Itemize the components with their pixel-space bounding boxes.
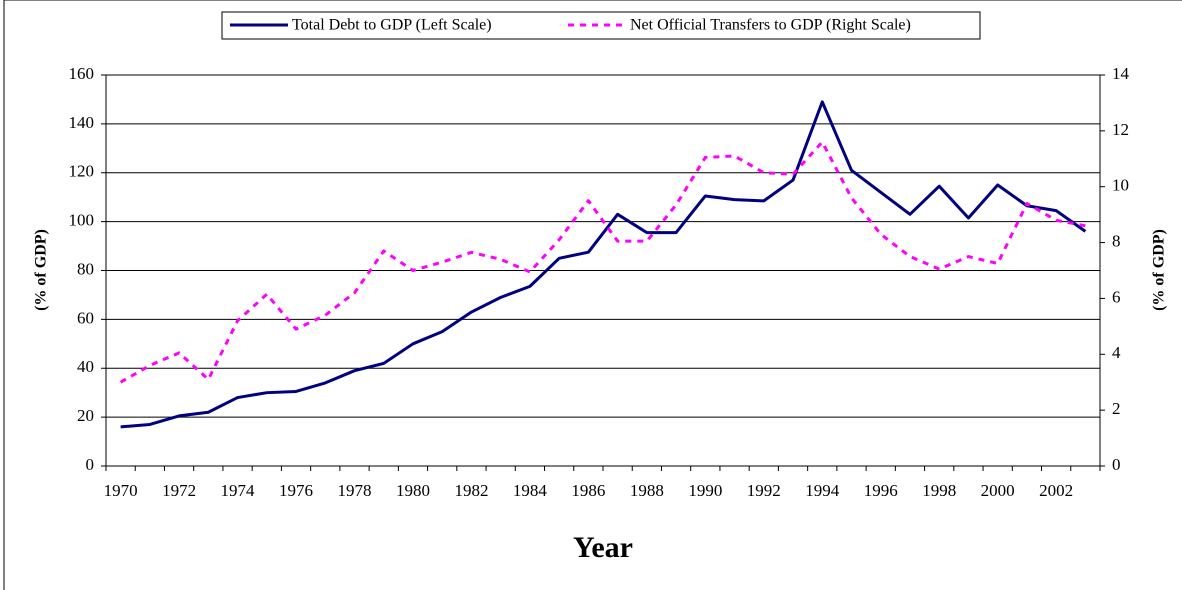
y2-tick-label: 4 bbox=[1112, 343, 1121, 362]
x-tick-label: 2002 bbox=[1039, 481, 1073, 500]
y-tick-label: 20 bbox=[77, 406, 94, 425]
y-tick-label: 60 bbox=[77, 308, 94, 327]
x-tick-label: 1976 bbox=[279, 481, 313, 500]
x-tick-label: 1998 bbox=[922, 481, 956, 500]
x-tick-label: 1972 bbox=[162, 481, 196, 500]
x-tick-label: 1984 bbox=[513, 481, 548, 500]
y-tick-label: 0 bbox=[86, 455, 95, 474]
legend-label: Total Debt to GDP (Left Scale) bbox=[292, 17, 492, 34]
x-tick-label: 1974 bbox=[221, 481, 256, 500]
y-tick-label: 80 bbox=[77, 259, 94, 278]
legend-label: Net Official Transfers to GDP (Right Sca… bbox=[630, 17, 911, 34]
y-tick-label: 160 bbox=[69, 64, 95, 83]
y2-tick-label: 10 bbox=[1112, 176, 1129, 195]
x-tick-label: 2000 bbox=[981, 481, 1015, 500]
x-tick-label: 1996 bbox=[864, 481, 898, 500]
y-tick-label: 40 bbox=[77, 357, 94, 376]
x-tick-label: 1986 bbox=[571, 481, 605, 500]
x-tick-label: 1978 bbox=[338, 481, 372, 500]
y-axis-label: (% of GDP) bbox=[33, 229, 50, 311]
y2-tick-label: 6 bbox=[1112, 287, 1121, 306]
y2-tick-label: 0 bbox=[1112, 455, 1121, 474]
x-tick-label: 1988 bbox=[630, 481, 664, 500]
y2-tick-label: 14 bbox=[1112, 64, 1130, 83]
y2-tick-label: 8 bbox=[1112, 231, 1121, 250]
legend bbox=[221, 11, 981, 40]
x-axis-label: Year bbox=[573, 531, 633, 564]
series-line bbox=[120, 100, 1087, 429]
x-tick-label: 1990 bbox=[688, 481, 722, 500]
y2-axis-label: (% of GDP) bbox=[1151, 229, 1168, 311]
x-tick-label: 1994 bbox=[805, 481, 840, 500]
chart-frame bbox=[3, 0, 1182, 590]
series-line bbox=[119, 140, 1086, 384]
x-tick-label: 1982 bbox=[454, 481, 488, 500]
y2-tick-label: 12 bbox=[1112, 120, 1129, 139]
y2-tick-label: 2 bbox=[1112, 399, 1121, 418]
x-tick-label: 1980 bbox=[396, 481, 430, 500]
y-tick-label: 140 bbox=[69, 113, 95, 132]
x-tick-label: 1970 bbox=[104, 481, 138, 500]
y-tick-label: 120 bbox=[69, 162, 95, 181]
x-tick-label: 1992 bbox=[747, 481, 781, 500]
y-tick-label: 100 bbox=[69, 211, 95, 230]
